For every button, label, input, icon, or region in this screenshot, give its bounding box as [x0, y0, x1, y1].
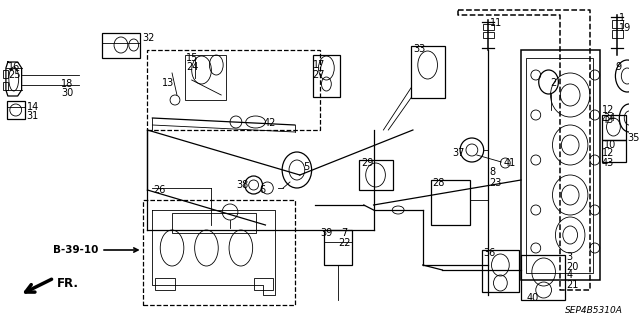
Text: 36: 36: [484, 248, 496, 258]
Text: 35: 35: [627, 133, 639, 143]
Text: 37: 37: [452, 148, 465, 158]
Text: B-39-10: B-39-10: [53, 245, 138, 255]
Text: FR.: FR.: [57, 277, 79, 290]
Text: 19: 19: [620, 23, 632, 33]
Bar: [483, 24, 493, 30]
Bar: [482, 250, 519, 292]
Bar: [359, 160, 393, 190]
Text: 5: 5: [303, 162, 309, 172]
Text: 23: 23: [490, 178, 502, 188]
Text: 31: 31: [26, 111, 39, 121]
Bar: [431, 180, 470, 225]
Text: 3: 3: [566, 252, 572, 262]
Text: 25: 25: [8, 70, 20, 80]
Text: 40: 40: [527, 293, 539, 303]
Bar: [483, 32, 493, 38]
Bar: [3, 70, 8, 78]
Bar: [156, 278, 175, 290]
Text: 43: 43: [602, 115, 614, 125]
Bar: [3, 82, 8, 90]
Text: 1: 1: [620, 13, 625, 23]
Text: 42: 42: [264, 118, 276, 128]
Text: 14: 14: [26, 102, 39, 112]
Bar: [147, 50, 319, 130]
Text: 13: 13: [162, 78, 175, 88]
Text: 38: 38: [236, 180, 248, 190]
Bar: [612, 30, 623, 38]
Text: 10: 10: [604, 140, 616, 150]
Text: 6: 6: [260, 185, 266, 195]
Bar: [172, 213, 255, 233]
Text: 24: 24: [186, 62, 198, 72]
Text: 39: 39: [320, 228, 332, 238]
Bar: [143, 200, 295, 305]
Text: 32: 32: [143, 33, 155, 43]
Bar: [102, 33, 140, 58]
Bar: [253, 278, 273, 290]
Bar: [602, 115, 626, 140]
Text: 26: 26: [154, 185, 166, 195]
Text: 29: 29: [361, 158, 373, 168]
Bar: [7, 101, 24, 119]
Bar: [185, 55, 226, 100]
Text: 41: 41: [503, 158, 516, 168]
Text: 21: 21: [566, 280, 579, 290]
Text: 22: 22: [338, 238, 350, 248]
Text: 9: 9: [616, 62, 621, 72]
Text: 34: 34: [604, 113, 616, 123]
Text: 17: 17: [312, 60, 325, 70]
Text: 4: 4: [566, 270, 572, 280]
Text: 43: 43: [602, 158, 614, 168]
Text: 12: 12: [602, 105, 614, 115]
Bar: [411, 46, 445, 98]
Bar: [324, 230, 352, 265]
Text: 2: 2: [550, 78, 557, 88]
Text: 15: 15: [186, 53, 198, 63]
Bar: [312, 55, 340, 97]
Text: 8: 8: [490, 167, 496, 177]
Text: 11: 11: [490, 18, 502, 28]
Text: 16: 16: [8, 62, 20, 72]
Text: 7: 7: [341, 228, 348, 238]
Bar: [602, 140, 626, 162]
Text: 12: 12: [602, 148, 614, 158]
Text: 33: 33: [413, 44, 425, 54]
Bar: [521, 50, 600, 280]
Text: 18: 18: [61, 79, 73, 89]
Text: 30: 30: [61, 88, 73, 98]
Text: SEP4B5310A: SEP4B5310A: [565, 306, 623, 315]
Text: 28: 28: [433, 178, 445, 188]
Bar: [526, 58, 593, 273]
Text: 27: 27: [312, 70, 325, 80]
Bar: [521, 255, 565, 300]
Text: 20: 20: [566, 262, 579, 272]
Bar: [612, 20, 623, 28]
